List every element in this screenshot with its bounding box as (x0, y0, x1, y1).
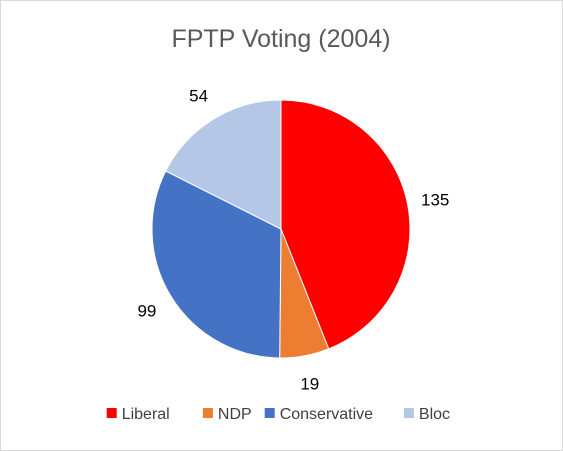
legend-swatch-ndp (202, 408, 213, 418)
pie-slice-bloc (165, 99, 282, 230)
legend-label-liberal: Liberal (122, 406, 170, 423)
pie-slice-conservative (151, 170, 282, 359)
legend-item-ndp: NDP (202, 406, 252, 423)
legend-item-bloc: Bloc (403, 406, 450, 423)
pie-slice-liberal (280, 99, 411, 350)
pie-slices (151, 99, 411, 359)
legend-label-bloc: Bloc (419, 406, 450, 423)
legend-label-conservative: Conservative (280, 406, 373, 423)
legend-swatch-bloc (403, 408, 414, 418)
legend-label-ndp: NDP (218, 406, 252, 423)
data-labels: 135 19 99 54 (137, 86, 449, 393)
data-label-conservative: 99 (137, 302, 156, 321)
legend-swatch-conservative (264, 408, 275, 418)
legend: Liberal NDP Conservative Bloc (106, 406, 450, 423)
legend-item-conservative: Conservative (264, 406, 373, 423)
data-label-ndp: 19 (300, 374, 319, 393)
data-label-bloc: 54 (189, 86, 208, 105)
legend-item-liberal: Liberal (106, 406, 170, 423)
chart-title: FPTP Voting (2004) (171, 25, 390, 53)
data-label-liberal: 135 (421, 191, 449, 210)
legend-swatch-liberal (106, 408, 117, 418)
